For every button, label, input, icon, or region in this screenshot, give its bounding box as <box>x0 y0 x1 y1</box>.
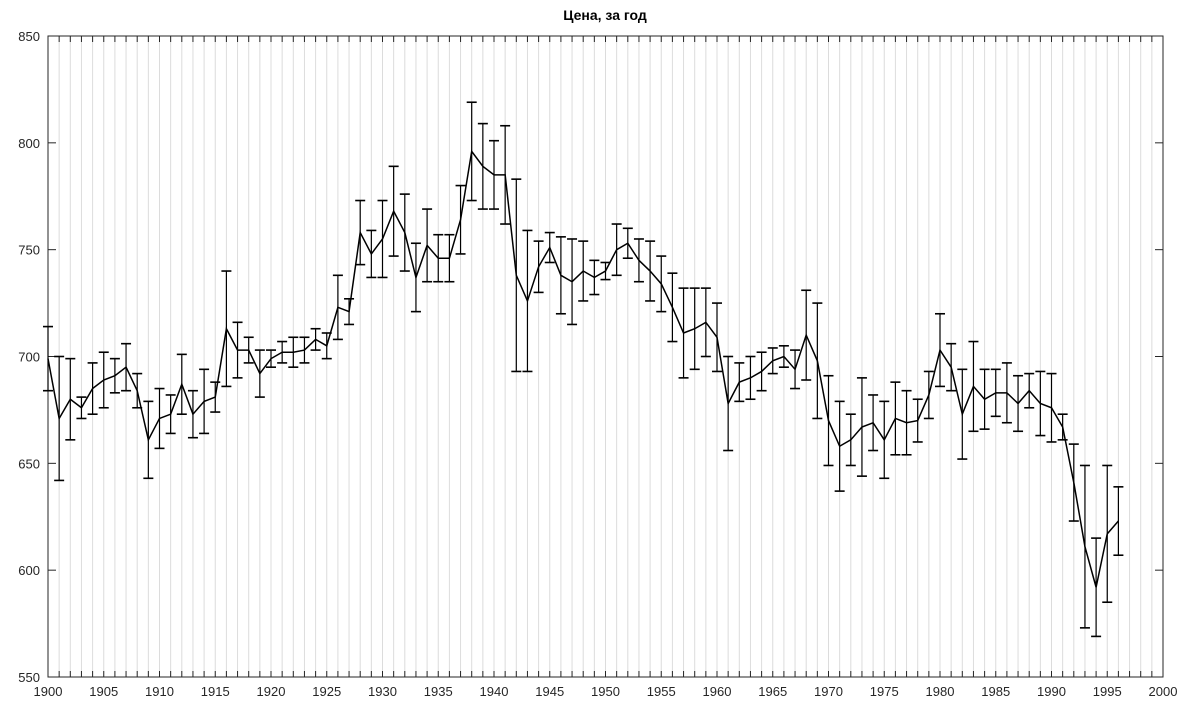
y-tick-label: 700 <box>18 350 40 365</box>
x-tick-label: 1955 <box>647 684 676 699</box>
x-tick-label: 1900 <box>34 684 63 699</box>
x-tick-label: 1985 <box>981 684 1010 699</box>
x-tick-label: 1915 <box>201 684 230 699</box>
y-tick-label: 850 <box>18 29 40 44</box>
y-tick-label: 550 <box>18 670 40 685</box>
grid <box>58 36 1153 677</box>
x-tick-label: 1935 <box>424 684 453 699</box>
x-tick-label: 1980 <box>926 684 955 699</box>
y-tick-label: 650 <box>18 456 40 471</box>
y-tick-label: 750 <box>18 243 40 258</box>
x-tick-label: 1950 <box>591 684 620 699</box>
x-tick-label: 1975 <box>870 684 899 699</box>
x-tick-label: 1970 <box>814 684 843 699</box>
x-tick-label: 1945 <box>535 684 564 699</box>
x-tick-label: 1965 <box>758 684 787 699</box>
x-tick-labels: 1900 1905 1910 1915 1920 1925 1930 1935 1940 1945… <box>34 684 1178 699</box>
x-tick-label: 1995 <box>1093 684 1122 699</box>
x-tick-label: 1920 <box>257 684 286 699</box>
chart-title: Цена, за год <box>563 7 647 23</box>
x-tick-label: 1925 <box>312 684 341 699</box>
x-tick-label: 1940 <box>480 684 509 699</box>
x-tick-label: 2000 <box>1149 684 1178 699</box>
axis-ticks <box>47 35 1164 678</box>
x-tick-label: 1960 <box>703 684 732 699</box>
x-tick-label: 1905 <box>89 684 118 699</box>
series-line <box>47 149 1119 588</box>
y-tick-label: 600 <box>18 563 40 578</box>
y-tick-labels: 550 600 650 700 750 800 850 <box>18 29 40 685</box>
x-tick-label: 1990 <box>1037 684 1066 699</box>
x-tick-label: 1930 <box>368 684 397 699</box>
x-tick-label: 1910 <box>145 684 174 699</box>
y-tick-label: 800 <box>18 136 40 151</box>
